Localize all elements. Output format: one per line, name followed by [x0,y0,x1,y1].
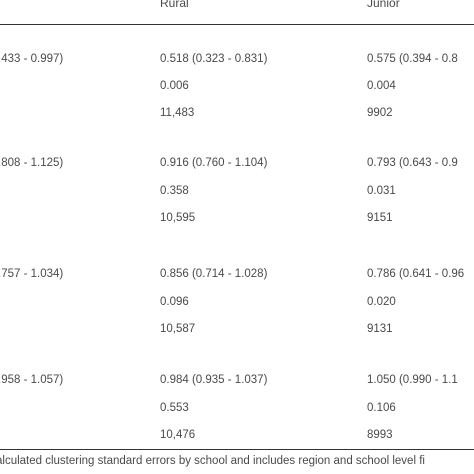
junior-odds-ratio: 1.050 (0.990 - 1.1 [367,374,458,386]
junior-p-value: 0.004 [367,80,396,92]
header-rule [0,24,474,25]
rural-n: 10,587 [160,323,196,335]
row-odds-ratio-ci: .808 - 1.125) [0,157,64,169]
rural-n: 11,483 [160,107,195,119]
junior-n: 8993 [367,429,393,441]
junior-p-value: 0.020 [367,296,396,308]
rural-n: 10,476 [160,429,196,441]
junior-n: 9902 [367,107,393,119]
row-odds-ratio-ci: .958 - 1.057) [0,374,64,386]
row-odds-ratio-ci: .757 - 1.034) [0,268,64,280]
junior-odds-ratio: 0.786 (0.641 - 0.96 [367,268,465,280]
junior-odds-ratio: 0.575 (0.394 - 0.8 [367,53,458,65]
header-rural: Rural [160,0,189,10]
junior-p-value: 0.031 [367,185,396,197]
bottom-rule [0,449,474,450]
table-footnote: alculated clustering standard errors by … [0,455,425,467]
rural-p-value: 0.096 [160,296,189,308]
junior-p-value: 0.106 [367,402,396,414]
junior-odds-ratio: 0.793 (0.643 - 0.9 [367,157,458,169]
header-junior: Junior [367,0,400,10]
rural-odds-ratio: 0.518 (0.323 - 0.831) [160,53,268,65]
row-odds-ratio-ci: .433 - 0.997) [0,53,64,65]
junior-n: 9151 [367,212,393,224]
rural-n: 10,595 [160,212,196,224]
rural-p-value: 0.358 [160,185,189,197]
rural-odds-ratio: 0.916 (0.760 - 1.104) [160,157,268,169]
rural-odds-ratio: 0.984 (0.935 - 1.037) [160,374,268,386]
rural-p-value: 0.006 [160,80,189,92]
rural-odds-ratio: 0.856 (0.714 - 1.028) [160,268,268,280]
rural-p-value: 0.553 [160,402,189,414]
junior-n: 9131 [367,323,393,335]
